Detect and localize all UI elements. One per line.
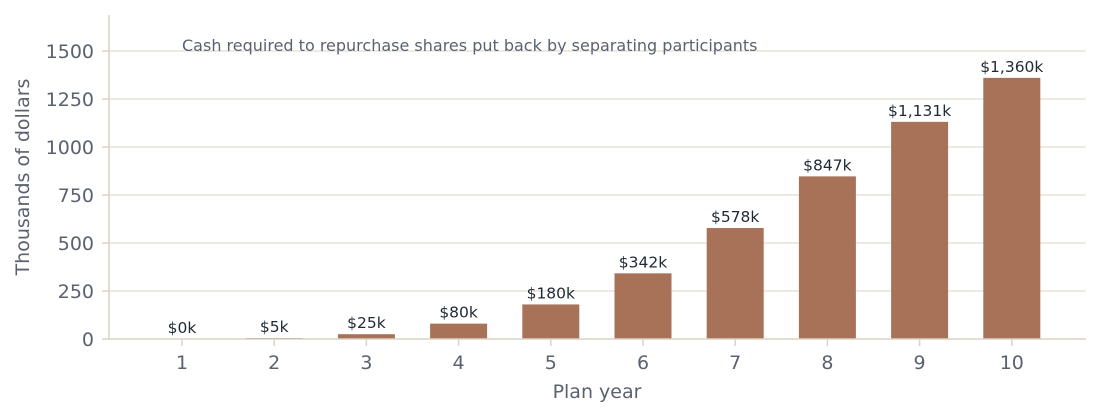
x-tick-label: 5 bbox=[545, 352, 557, 374]
x-axis-title: Plan year bbox=[553, 381, 642, 403]
x-tick-labels: 1 2 3 4 5 6 7 8 9 10 bbox=[176, 339, 1024, 374]
bar bbox=[614, 273, 672, 339]
axes bbox=[108, 15, 1086, 340]
y-tick-labels: 0 250 500 750 1000 1250 1500 bbox=[46, 41, 109, 351]
data-label: $5k bbox=[260, 318, 289, 336]
x-tick-label: 8 bbox=[821, 352, 833, 374]
x-tick-label: 2 bbox=[268, 352, 280, 374]
data-label: $342k bbox=[619, 253, 667, 271]
data-labels: $0k $5k $25k $80k $180k $342k $578k $847k $1,131… bbox=[168, 58, 1044, 337]
data-label: $0k bbox=[168, 319, 197, 337]
data-label: $847k bbox=[803, 156, 851, 174]
y-tick-label: 500 bbox=[58, 233, 94, 255]
bar bbox=[706, 228, 764, 339]
bar bbox=[430, 323, 488, 339]
bar bbox=[983, 77, 1041, 339]
x-tick-label: 1 bbox=[176, 352, 188, 374]
x-tick-label: 10 bbox=[1000, 352, 1024, 374]
bar bbox=[337, 334, 395, 339]
x-tick-label: 6 bbox=[637, 352, 649, 374]
y-tick-label: 0 bbox=[82, 329, 94, 351]
x-tick-label: 4 bbox=[453, 352, 465, 374]
x-tick-label: 3 bbox=[360, 352, 372, 374]
data-label: $25k bbox=[347, 314, 386, 332]
bar bbox=[522, 304, 580, 339]
y-axis-title: Thousands of dollars bbox=[12, 79, 34, 277]
y-tick-label: 1500 bbox=[46, 41, 94, 63]
y-tick-label: 1000 bbox=[46, 137, 94, 159]
data-label: $1,131k bbox=[888, 102, 951, 120]
y-tick-label: 750 bbox=[58, 185, 94, 207]
data-label: $80k bbox=[439, 304, 478, 322]
x-tick-label: 9 bbox=[914, 352, 926, 374]
data-label: $578k bbox=[711, 208, 759, 226]
bar bbox=[891, 121, 949, 340]
x-tick-label: 7 bbox=[729, 352, 741, 374]
y-tick-label: 1250 bbox=[46, 89, 94, 111]
chart-annotation: Cash required to repurchase shares put b… bbox=[182, 36, 758, 55]
data-label: $180k bbox=[527, 284, 575, 302]
bars bbox=[245, 77, 1041, 340]
data-label: $1,360k bbox=[980, 58, 1043, 76]
y-tick-label: 250 bbox=[58, 281, 94, 303]
bar bbox=[798, 176, 856, 339]
